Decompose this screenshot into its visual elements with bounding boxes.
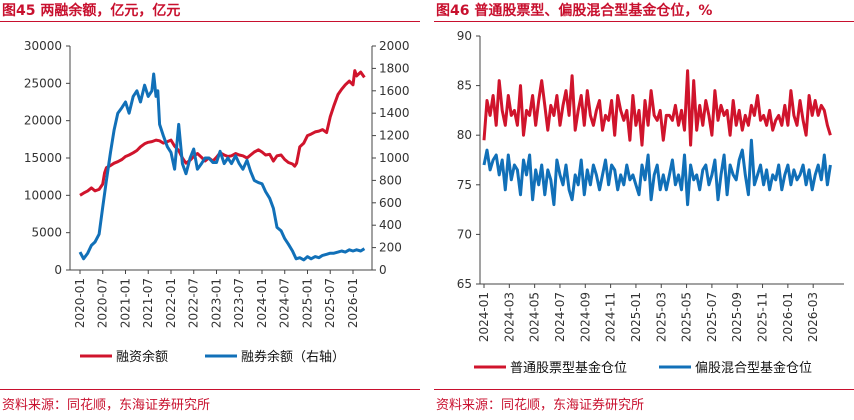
right-y-tick-label: 0 — [379, 263, 387, 277]
x-tick-label: 2025-11 — [756, 292, 770, 342]
x-tick-label: 2024-07 — [553, 292, 567, 342]
x-tick-label: 2025-09 — [730, 292, 744, 342]
right-chart-panel: 图46 普通股票型、偏股混合型基金仓位，% 65 70 75 80 85 90 2024-0… — [434, 0, 854, 420]
x-tick-label: 2026-01 — [346, 278, 360, 328]
left-y-tick-label: 30000 — [24, 39, 62, 53]
x-tick-label: 2025-03 — [654, 292, 668, 342]
left-y-tick-label: 0 — [54, 263, 62, 277]
x-tick-label: 2020-07 — [96, 278, 110, 328]
x-tick-label: 2025-05 — [680, 292, 694, 342]
right-y-tick-label: 200 — [379, 241, 402, 255]
left-source-rule — [0, 389, 420, 390]
left-y-tick-label: 15000 — [24, 151, 62, 165]
right-y-tick-label: 600 — [379, 196, 402, 210]
left-source-note: 资料来源：同花顺，东海证券研究所 — [2, 398, 211, 413]
x-tick-label: 2024-11 — [604, 292, 618, 342]
left-title-rule — [0, 21, 420, 22]
y-tick-label: 70 — [457, 227, 472, 241]
x-tick-label: 2026-03 — [806, 292, 820, 342]
x-tick-label: 2022-01 — [164, 278, 178, 328]
x-tick-label: 2024-09 — [578, 292, 592, 342]
y-tick-label: 65 — [457, 277, 472, 291]
y-tick-label: 90 — [457, 29, 472, 43]
legend-label: 融券余额（右轴） — [241, 349, 345, 365]
legend-label: 普通股票型基金仓位 — [510, 360, 627, 376]
right-y-tick-label: 1800 — [379, 61, 410, 75]
left-line-chart: 0 5000 10000 15000 20000 25000 30000 0 200 400 600… — [24, 39, 410, 365]
right-y-tick-label: 1200 — [379, 129, 410, 143]
x-tick-label: 2024-05 — [528, 292, 542, 342]
y-tick-label: 75 — [457, 178, 472, 192]
x-tick-label: 2025-07 — [705, 292, 719, 342]
right-source-rule — [434, 389, 854, 390]
x-tick-label: 2021-01 — [118, 278, 132, 328]
x-tick-label: 2020-01 — [73, 278, 87, 328]
x-tick-label: 2022-07 — [187, 278, 201, 328]
legend-label: 偏股混合型基金仓位 — [695, 360, 812, 376]
left-y-tick-label: 10000 — [24, 188, 62, 202]
legend-label: 融资余额 — [116, 349, 168, 365]
left-y-tick-label: 5000 — [31, 226, 62, 240]
x-tick-label: 2024-07 — [278, 278, 292, 328]
x-tick-label: 2025-07 — [323, 278, 337, 328]
x-tick-label: 2024-01 — [477, 292, 491, 342]
right-line-chart: 65 70 75 80 85 90 2024-01 2024-03 2024-05 2024-07… — [457, 29, 844, 376]
right-y-tick-label: 2000 — [379, 39, 410, 53]
left-y-tick-label: 25000 — [24, 76, 62, 90]
left-chart-panel: 图45 两融余额，亿元，亿元 0 5000 10000 15000 20000 25000… — [0, 0, 420, 420]
right-y-tick-label: 400 — [379, 218, 402, 232]
x-tick-label: 2024-03 — [502, 292, 516, 342]
right-title-rule — [434, 21, 854, 22]
y-tick-label: 85 — [457, 79, 472, 93]
right-chart-title: 图46 普通股票型、偏股混合型基金仓位，% — [436, 3, 713, 19]
left-chart-title: 图45 两融余额，亿元，亿元 — [2, 3, 181, 19]
right-y-tick-label: 800 — [379, 173, 402, 187]
right-source-note: 资料来源：同花顺，东海证券研究所 — [436, 398, 645, 413]
series-line-stock-fund — [482, 69, 832, 147]
series-line-hybrid-fund — [482, 138, 832, 207]
x-tick-label: 2023-01 — [209, 278, 223, 328]
left-y-tick-label: 20000 — [24, 114, 62, 128]
right-y-tick-label: 1400 — [379, 106, 410, 120]
right-y-tick-label: 1600 — [379, 84, 410, 98]
x-tick-label: 2025-01 — [300, 278, 314, 328]
right-y-tick-label: 1000 — [379, 151, 410, 165]
x-tick-label: 2026-01 — [781, 292, 795, 342]
x-tick-label: 2023-07 — [232, 278, 246, 328]
x-tick-label: 2025-01 — [629, 292, 643, 342]
series-line-securities-lending — [78, 72, 366, 262]
x-tick-label: 2024-01 — [255, 278, 269, 328]
series-line-margin-financing — [79, 69, 366, 197]
x-tick-label: 2021-07 — [141, 278, 155, 328]
y-tick-label: 80 — [457, 128, 472, 142]
